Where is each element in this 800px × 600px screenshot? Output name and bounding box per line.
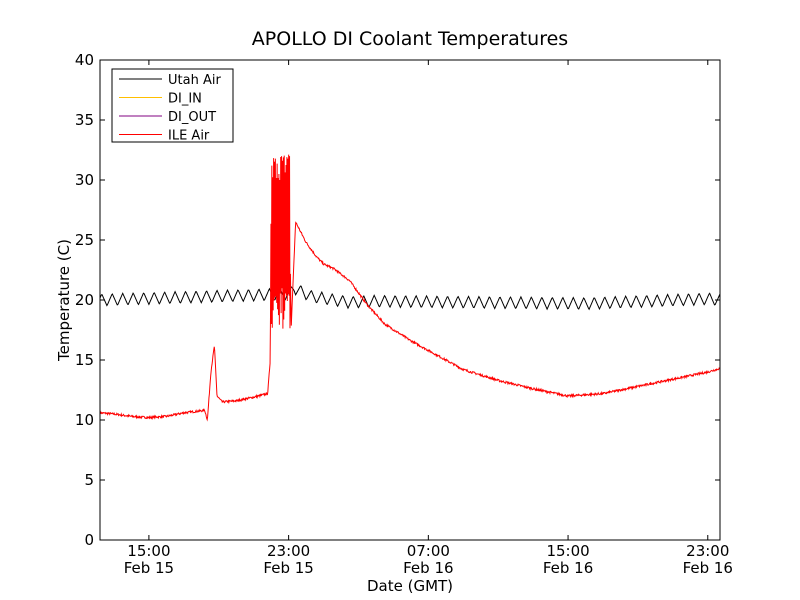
x-tick-date-label: Feb 15 xyxy=(124,559,174,577)
series-line-ile-air xyxy=(100,154,720,422)
x-tick-time-label: 23:00 xyxy=(686,542,729,560)
legend-label: Utah Air xyxy=(168,73,221,88)
legend-label: DI_OUT xyxy=(168,110,216,125)
x-tick-time-label: 23:00 xyxy=(267,542,310,560)
y-tick-label: 5 xyxy=(84,471,94,489)
x-tick-time-label: 07:00 xyxy=(407,542,450,560)
legend-label: DI_IN xyxy=(168,92,202,107)
x-tick-date-label: Feb 16 xyxy=(403,559,453,577)
series-layer xyxy=(100,154,720,422)
x-tick-date-label: Feb 16 xyxy=(683,559,733,577)
y-tick-label: 15 xyxy=(75,351,94,369)
legend-label: ILE Air xyxy=(168,129,210,144)
x-axis-label: Date (GMT) xyxy=(367,577,453,595)
x-tick-date-label: Feb 15 xyxy=(263,559,313,577)
y-axis-label: Temperature (C) xyxy=(55,239,73,362)
y-tick-label: 25 xyxy=(75,231,94,249)
x-tick-date-label: Feb 16 xyxy=(543,559,593,577)
legend: Utah Air DI_IN DI_OUT ILE Air xyxy=(111,68,234,144)
series-line-utah-air xyxy=(100,285,720,311)
y-tick-label: 10 xyxy=(75,411,94,429)
y-tick-label: 40 xyxy=(75,51,94,69)
x-tick-time-label: 15:00 xyxy=(546,542,589,560)
x-tick-time-label: 15:00 xyxy=(127,542,170,560)
y-tick-label: 30 xyxy=(75,171,94,189)
y-tick-label: 20 xyxy=(75,291,94,309)
legend-box xyxy=(111,68,234,143)
y-tick-label: 0 xyxy=(84,531,94,549)
chart-title: APOLLO DI Coolant Temperatures xyxy=(252,28,568,50)
y-tick-label: 35 xyxy=(75,111,94,129)
plot-frame xyxy=(99,59,721,541)
